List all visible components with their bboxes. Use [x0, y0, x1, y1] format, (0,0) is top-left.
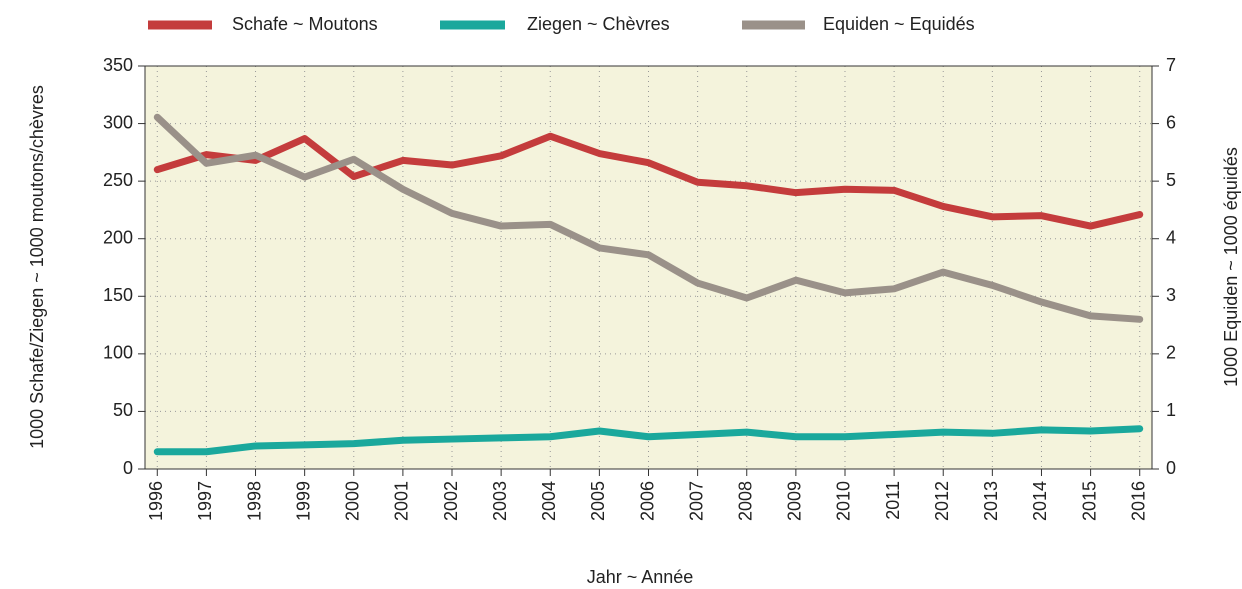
x-tick-label: 2001 — [392, 481, 412, 521]
y-tick-label: 250 — [103, 170, 133, 190]
y-tick-label: 350 — [103, 55, 133, 75]
x-tick-label: 1996 — [146, 481, 166, 521]
y-tick-label: 300 — [103, 112, 133, 132]
plot-frame — [144, 65, 1153, 470]
legend-label: Equiden ~ Equidés — [823, 14, 975, 34]
x-tick-label: 2003 — [490, 481, 510, 521]
x-tick-label: 2013 — [981, 481, 1001, 521]
x-tick-label: 2004 — [539, 481, 559, 521]
y2-tick-label: 2 — [1166, 343, 1176, 363]
line-series — [153, 113, 1144, 323]
y2-tick-label: 5 — [1166, 170, 1176, 190]
y2-axis-label: 1000 Equiden ~ 1000 équidés — [1221, 147, 1241, 387]
x-tick-label: 2000 — [343, 481, 363, 521]
x-tick-label: 2008 — [735, 481, 755, 521]
x-tick-label: 2005 — [588, 481, 608, 521]
x-tick-label: 2009 — [785, 481, 805, 521]
x-tick-label: 2011 — [883, 481, 903, 520]
x-tick-label: 2006 — [637, 481, 657, 521]
x-tick-label: 2015 — [1079, 481, 1099, 521]
x-tick-label: 2007 — [686, 481, 706, 521]
y-tick-label: 50 — [113, 400, 133, 420]
y2-tick-label: 7 — [1166, 55, 1176, 75]
line-series — [153, 132, 1144, 230]
legend-label: Schafe ~ Moutons — [232, 14, 378, 34]
x-tick-label: 2016 — [1128, 481, 1148, 521]
x-axis-label: Jahr ~ Année — [587, 567, 694, 587]
y-axis-label: 1000 Schafe/Ziegen ~ 1000 moutons/chèvre… — [27, 85, 47, 449]
x-tick-label: 2002 — [441, 481, 461, 521]
y-tick-label: 100 — [103, 343, 133, 363]
x-tick-label: 2010 — [834, 481, 854, 521]
y-tick-label: 0 — [123, 458, 133, 478]
y2-tick-label: 1 — [1166, 400, 1176, 420]
x-tick-label: 1997 — [195, 481, 215, 521]
y2-tick-label: 3 — [1166, 285, 1176, 305]
x-tick-label: 1998 — [244, 481, 264, 521]
y-tick-label: 200 — [103, 227, 133, 247]
y2-tick-label: 6 — [1166, 112, 1176, 132]
y2-tick-label: 0 — [1166, 458, 1176, 478]
legend-label: Ziegen ~ Chèvres — [527, 14, 670, 34]
x-tick-label: 1999 — [293, 481, 313, 521]
y2-tick-label: 4 — [1166, 227, 1176, 247]
x-tick-label: 2012 — [932, 481, 952, 521]
x-tick-label: 2014 — [1030, 481, 1050, 521]
line-series — [153, 425, 1144, 456]
y-tick-label: 150 — [103, 285, 133, 305]
